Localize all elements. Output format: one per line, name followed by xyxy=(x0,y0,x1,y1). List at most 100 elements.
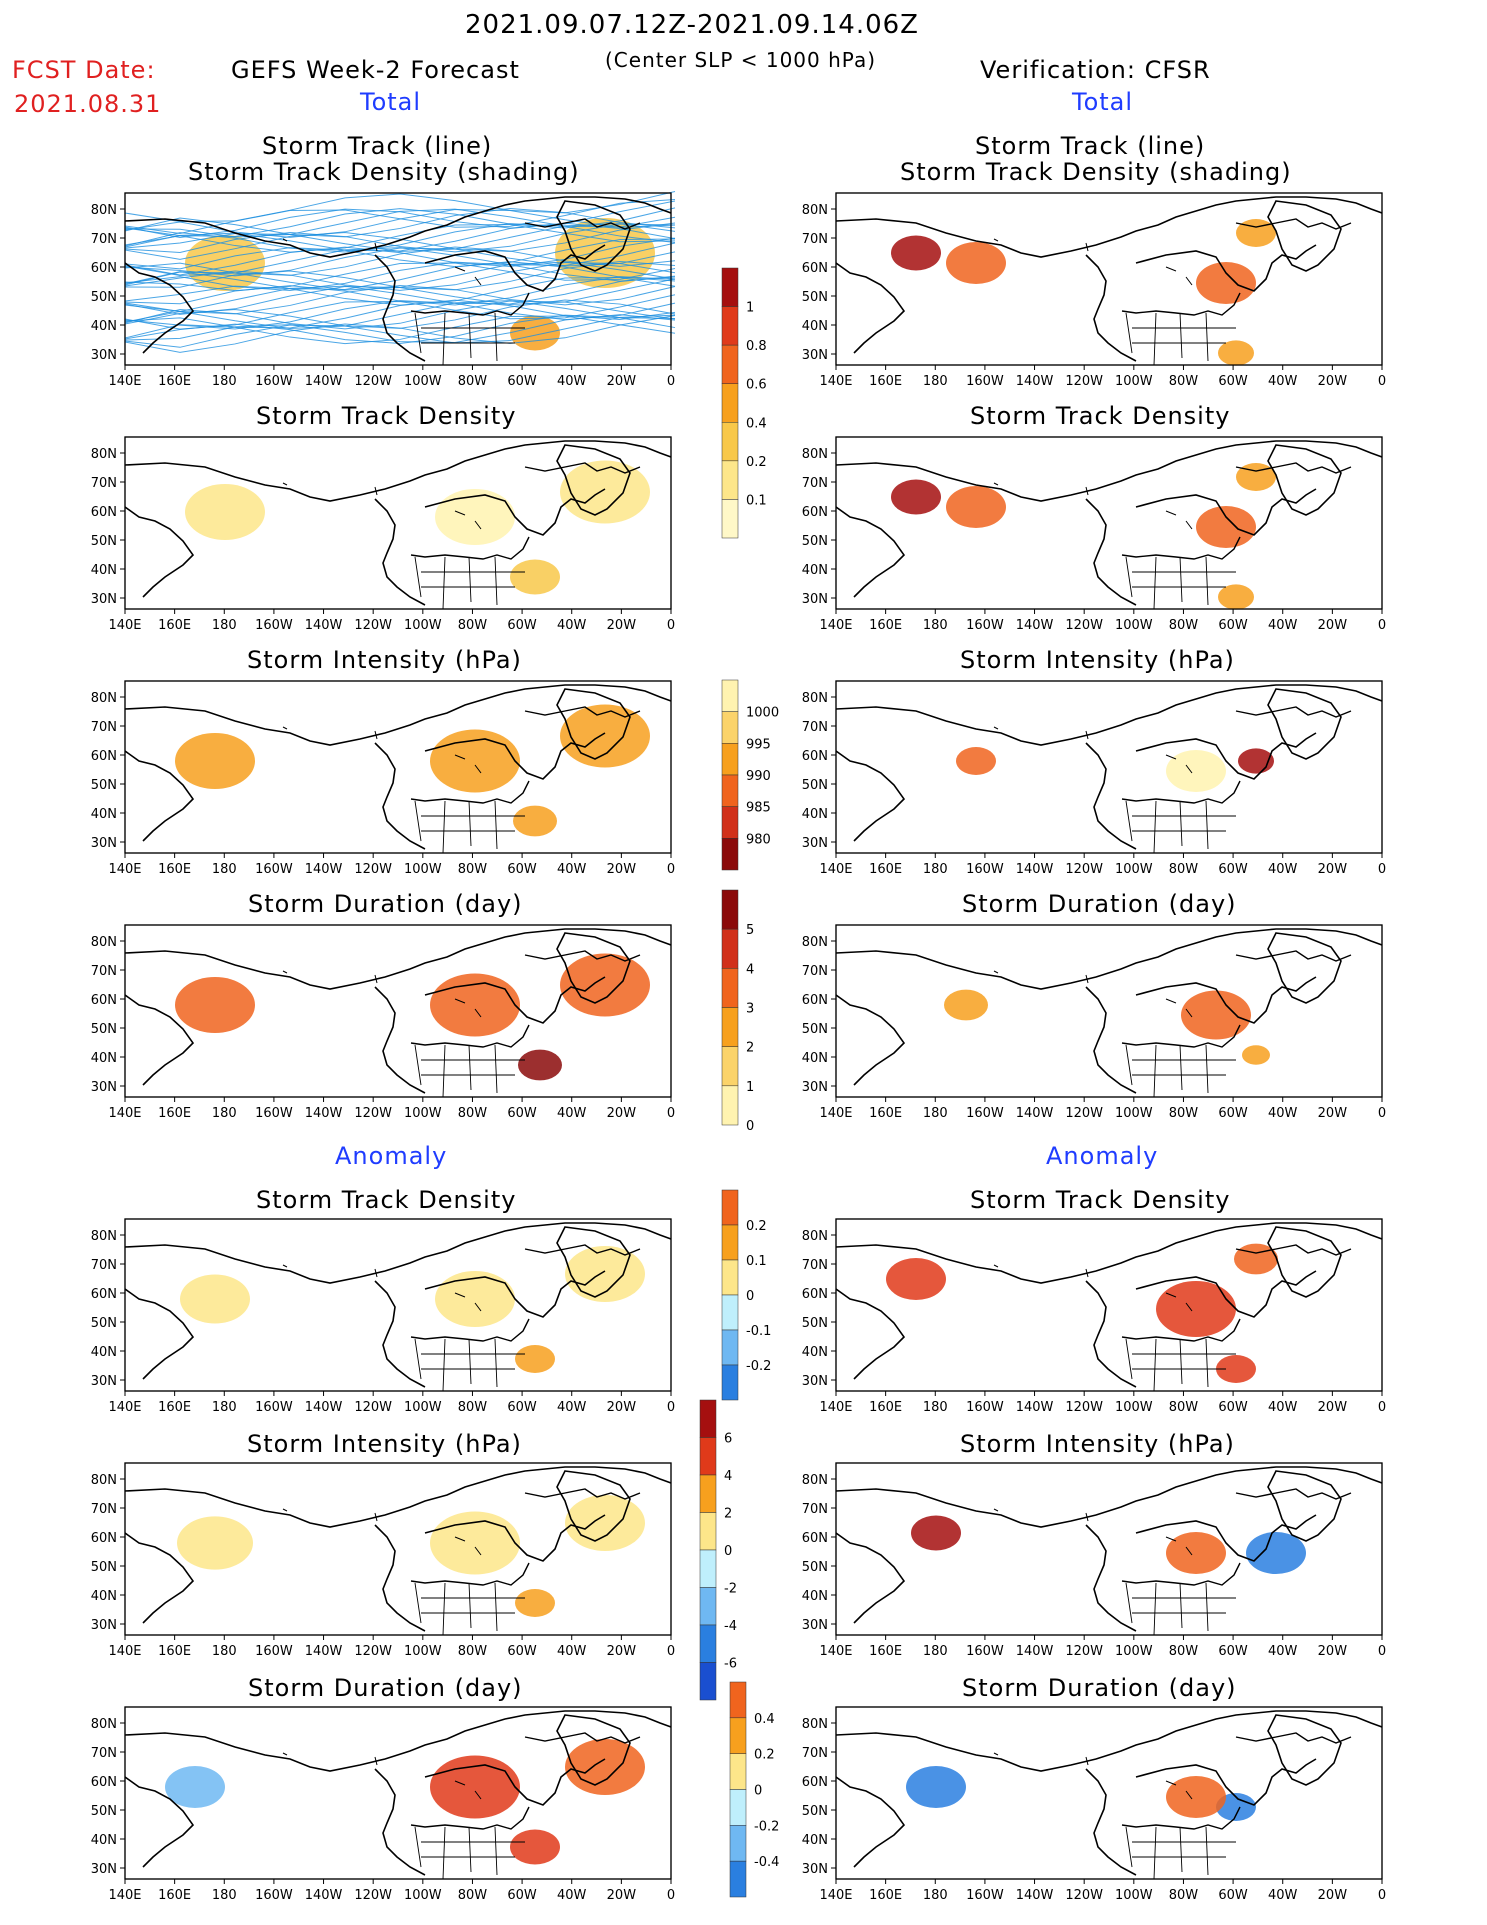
colorbar-swatch xyxy=(721,267,739,307)
shading-blob xyxy=(891,479,941,515)
panel-title: Storm Duration (day) xyxy=(248,1674,523,1702)
lon-tick-label: 120W xyxy=(1065,862,1103,877)
lat-tick-label: 30N xyxy=(91,1862,117,1877)
lon-tick-label: 40W xyxy=(1268,374,1298,389)
lat-tick-label: 70N xyxy=(91,1502,117,1517)
lon-tick-label: 0 xyxy=(667,1400,675,1415)
shading-blob xyxy=(944,989,988,1021)
shading-blob xyxy=(1156,1281,1236,1337)
lat-tick-label: 80N xyxy=(802,1717,828,1732)
lon-tick-label: 20W xyxy=(607,1888,637,1903)
lat-tick-label: 30N xyxy=(91,836,117,851)
storm-track-line xyxy=(124,314,676,353)
lon-tick-label: 140W xyxy=(1016,1400,1054,1415)
lon-tick-label: 0 xyxy=(667,1644,675,1659)
lon-tick-label: 140W xyxy=(305,1888,343,1903)
shading-blob xyxy=(175,977,255,1033)
colorbar-label: 985 xyxy=(746,801,771,816)
colorbar-label: 0 xyxy=(754,1784,762,1799)
storm-track-line xyxy=(124,284,676,315)
lon-tick-label: 120W xyxy=(1065,618,1103,633)
lon-tick-label: 140E xyxy=(819,862,852,877)
lon-tick-label: 180 xyxy=(923,1400,948,1415)
lon-tick-label: 180 xyxy=(923,862,948,877)
lon-tick-label: 80W xyxy=(458,862,488,877)
lon-tick-label: 160W xyxy=(966,1644,1004,1659)
map-frame xyxy=(835,680,1383,854)
lon-tick-label: 20W xyxy=(1318,1644,1348,1659)
lon-tick-label: 20W xyxy=(607,1644,637,1659)
shading-blob xyxy=(180,1274,250,1324)
lon-tick-label: 100W xyxy=(404,618,442,633)
lon-tick-label: 60W xyxy=(1218,1106,1248,1121)
lat-tick-label: 30N xyxy=(802,1862,828,1877)
lon-tick-label: 140W xyxy=(305,1106,343,1121)
lon-tick-label: 40W xyxy=(1268,1888,1298,1903)
lon-tick-label: 60W xyxy=(507,1644,537,1659)
lon-tick-label: 100W xyxy=(1115,1106,1153,1121)
lon-tick-label: 140E xyxy=(108,862,141,877)
colorbar-swatch xyxy=(721,499,739,539)
shading-blob xyxy=(435,489,515,545)
lon-tick-label: 60W xyxy=(507,1400,537,1415)
colorbar-label: -0.2 xyxy=(746,1359,771,1374)
lat-tick-label: 80N xyxy=(91,1473,117,1488)
lon-tick-label: 0 xyxy=(1378,1888,1386,1903)
colorbar-label: 2 xyxy=(746,1041,754,1056)
colorbar-swatch xyxy=(721,968,739,1008)
colorbar: 1000 995 990 985 980 xyxy=(721,679,779,871)
lon-tick-label: 140W xyxy=(1016,1106,1054,1121)
shading-blob xyxy=(946,486,1006,528)
lon-tick-label: 160E xyxy=(869,1400,902,1415)
lon-tick-label: 140W xyxy=(305,374,343,389)
lon-tick-label: 180 xyxy=(923,1644,948,1659)
lat-tick-label: 50N xyxy=(802,1560,828,1575)
lat-tick-label: 60N xyxy=(802,261,828,276)
lat-tick-label: 60N xyxy=(802,749,828,764)
lon-tick-label: 160E xyxy=(869,1888,902,1903)
lon-tick-label: 140W xyxy=(305,862,343,877)
storm-track-line xyxy=(124,224,676,253)
colorbar-swatch xyxy=(721,1189,739,1226)
anomaly-label-left: Anomaly xyxy=(335,1142,448,1170)
lat-tick-label: 40N xyxy=(91,1051,117,1066)
lon-tick-label: 80W xyxy=(1169,1400,1199,1415)
lat-tick-label: 60N xyxy=(802,505,828,520)
lat-tick-label: 30N xyxy=(91,1080,117,1095)
lon-tick-label: 40W xyxy=(557,1106,587,1121)
shading-blob xyxy=(515,1345,555,1373)
lon-tick-label: 120W xyxy=(1065,1400,1103,1415)
lon-tick-label: 80W xyxy=(458,1400,488,1415)
shading-blob xyxy=(1218,584,1254,610)
colorbar-label: 1 xyxy=(746,301,754,316)
lon-tick-label: 160E xyxy=(869,862,902,877)
colorbar-swatch xyxy=(729,1717,747,1754)
lon-tick-label: 0 xyxy=(1378,1106,1386,1121)
colorbar-label: 6 xyxy=(724,1432,732,1447)
colorbar-swatch xyxy=(729,1825,747,1862)
lon-tick-label: 140W xyxy=(1016,1888,1054,1903)
shading-blob xyxy=(510,1829,560,1865)
lat-tick-label: 70N xyxy=(802,1746,828,1761)
lon-tick-label: 80W xyxy=(1169,374,1199,389)
storm-track-line xyxy=(124,223,676,253)
shading-blob xyxy=(518,1049,562,1081)
lat-tick-label: 60N xyxy=(91,1775,117,1790)
panel-title: Storm Duration (day) xyxy=(248,890,523,918)
lat-tick-label: 60N xyxy=(802,1287,828,1302)
lon-tick-label: 100W xyxy=(1115,618,1153,633)
shading-blob xyxy=(435,1271,515,1327)
lat-tick-label: 60N xyxy=(91,261,117,276)
colorbar-swatch xyxy=(721,838,739,871)
shading-blob xyxy=(515,1589,555,1617)
lon-tick-label: 60W xyxy=(507,1106,537,1121)
lon-tick-label: 160W xyxy=(966,1106,1004,1121)
lon-tick-label: 160W xyxy=(255,1888,293,1903)
lat-tick-label: 70N xyxy=(802,476,828,491)
shading-blob xyxy=(510,315,560,351)
lon-tick-label: 20W xyxy=(1318,618,1348,633)
colorbar-label: -0.1 xyxy=(746,1324,771,1339)
colorbar-swatch xyxy=(721,711,739,744)
colorbar-swatch xyxy=(721,1364,739,1401)
lat-tick-label: 50N xyxy=(91,1804,117,1819)
